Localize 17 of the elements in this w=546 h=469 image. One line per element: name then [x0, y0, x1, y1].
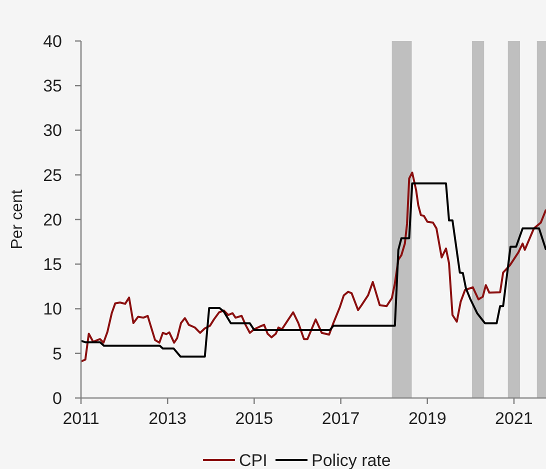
- x-tick-label: 2021: [495, 409, 533, 428]
- x-tick-label: 2015: [235, 409, 274, 428]
- y-tick-label: 15: [43, 255, 62, 274]
- y-tick-label: 20: [43, 210, 62, 230]
- y-tick-label: 5: [52, 344, 62, 364]
- x-tick-label: 2017: [322, 409, 360, 428]
- x-tick-label: 2019: [408, 409, 446, 428]
- x-tick-label: 2011: [62, 409, 100, 428]
- y-axis-title: Per cent: [9, 189, 26, 250]
- y-tick-label: 40: [43, 32, 62, 51]
- y-tick-label: 10: [43, 300, 62, 319]
- y-tick-label: 0: [52, 388, 62, 408]
- y-tick-label: 30: [43, 121, 62, 140]
- x-tick-label: 2013: [148, 409, 187, 428]
- y-tick-label: 35: [43, 76, 62, 96]
- legend-label: CPI: [239, 450, 268, 469]
- y-tick-label: 25: [43, 166, 62, 185]
